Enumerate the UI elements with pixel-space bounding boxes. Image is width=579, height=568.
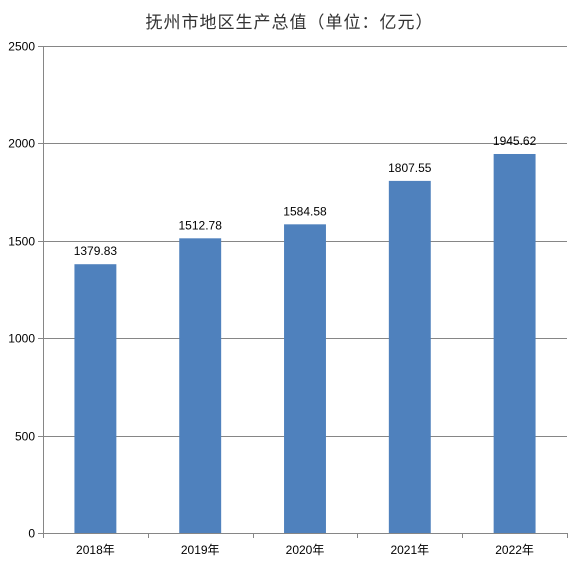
y-tick-label: 500 — [15, 430, 35, 444]
bar — [179, 238, 222, 533]
axes: 0 500 1000 1500 2000 2500 2018年 2019年 2020年 2021年… — [8, 40, 568, 557]
y-tick-label: 0 — [28, 527, 35, 541]
bar — [284, 224, 326, 533]
bar — [388, 180, 431, 533]
x-tick-label: 2018年 — [76, 543, 115, 557]
bars — [74, 153, 536, 533]
y-tick-label: 2000 — [8, 137, 35, 151]
data-label: 1379.83 — [74, 244, 118, 258]
bar — [493, 153, 536, 533]
y-tick-label: 1500 — [8, 235, 35, 249]
x-tick-label: 2019年 — [181, 543, 220, 557]
data-label: 1945.62 — [493, 134, 537, 148]
y-tick-label: 2500 — [8, 40, 35, 54]
x-tick-label: 2021年 — [390, 543, 429, 557]
data-label: 1512.78 — [179, 218, 223, 232]
y-tick-label: 1000 — [8, 332, 35, 346]
data-label: 1807.55 — [388, 161, 432, 175]
chart-title: 抚州市地区生产总值（单位：亿元） — [145, 13, 434, 33]
data-labels: 1379.83 1512.78 1584.58 1807.55 1945.62 — [74, 134, 537, 258]
x-tick-label: 2020年 — [286, 543, 325, 557]
x-tick-label: 2022年 — [495, 543, 534, 557]
data-label: 1584.58 — [283, 204, 327, 218]
bar — [74, 264, 117, 533]
